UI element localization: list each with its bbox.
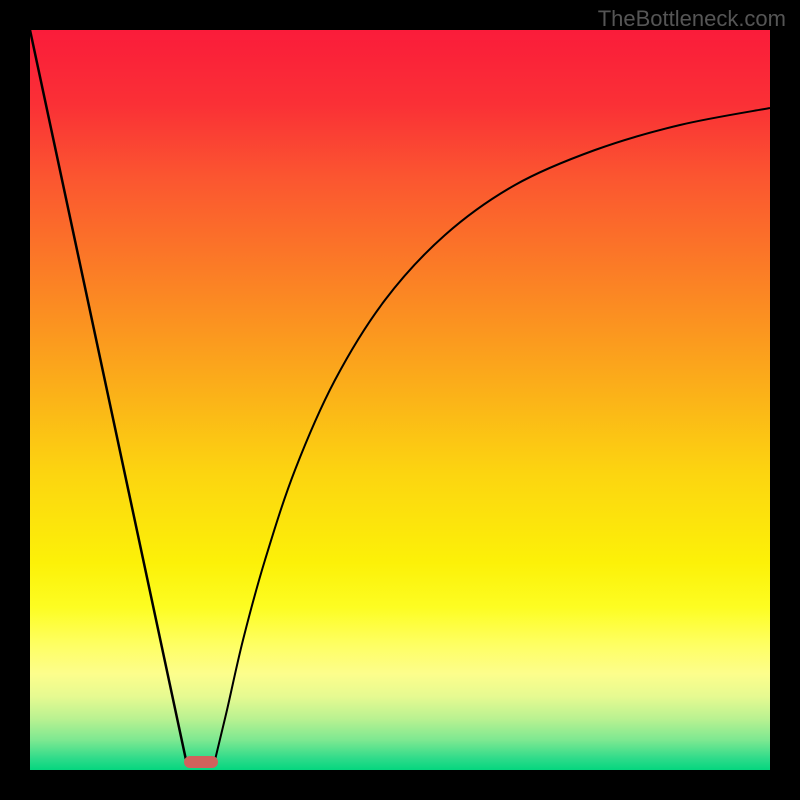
valley-marker <box>184 756 218 768</box>
watermark-text: TheBottleneck.com <box>598 6 786 32</box>
frame-bottom <box>0 770 800 800</box>
chart-container <box>0 0 800 800</box>
frame-right <box>770 0 800 800</box>
chart-svg <box>0 0 800 800</box>
plot-background <box>30 30 770 770</box>
frame-left <box>0 0 30 800</box>
